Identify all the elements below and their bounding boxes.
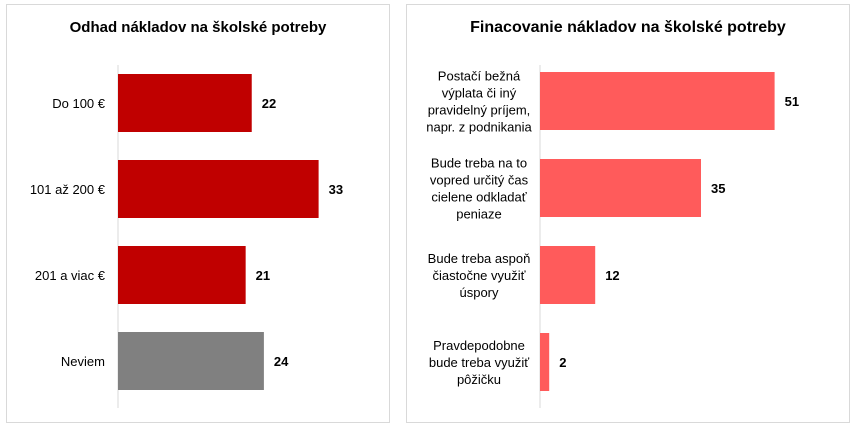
chart-panel-cost-estimate: Odhad nákladov na školské potreby 22 Do 1… — [6, 4, 390, 423]
category-label-3: Bude treba aspoň čiastočne využiť úspory — [428, 251, 531, 300]
bar-1 — [118, 74, 252, 132]
bar-chart-financing: 51 Postačí bežná výplata či iný pravidelný … — [426, 65, 799, 408]
value-label-1: 22 — [262, 96, 276, 111]
value-label-3: 21 — [256, 268, 270, 283]
bar-4 — [540, 333, 550, 391]
value-label-4: 2 — [559, 355, 566, 370]
category-label-3: 201 a viac € — [35, 268, 106, 283]
chart-title: Odhad nákladov na školské potreby — [69, 19, 327, 36]
chart-title: Finacovanie nákladov na školské potreby — [470, 19, 786, 36]
value-label-1: 51 — [785, 94, 799, 109]
bar-1 — [540, 72, 775, 130]
bar-2 — [118, 160, 319, 218]
value-label-4: 24 — [274, 354, 289, 369]
chart-panel-financing: Finacovanie nákladov na školské potreby … — [406, 4, 850, 423]
value-label-3: 12 — [605, 268, 619, 283]
category-label-1: Postačí bežná výplata či iný pravidelný pr… — [426, 69, 532, 135]
bar-4 — [118, 332, 264, 390]
bar-3 — [118, 246, 246, 304]
category-label-4: Pravdepodobne bude treba využiť pôžičku — [429, 338, 529, 387]
category-label-4: Neviem — [61, 354, 105, 369]
bar-3 — [540, 246, 596, 304]
value-label-2: 35 — [711, 181, 725, 196]
category-label-1: Do 100 € — [52, 96, 106, 111]
bar-2 — [540, 159, 701, 217]
category-label-2: Bude treba na to vopred určitý čas cielene… — [430, 156, 529, 222]
value-label-2: 33 — [329, 182, 343, 197]
category-label-2: 101 až 200 € — [30, 182, 106, 197]
bar-chart-cost-estimate: 22 Do 100 € 33 101 až 200 € 21 201 a viac € 24… — [30, 65, 343, 408]
